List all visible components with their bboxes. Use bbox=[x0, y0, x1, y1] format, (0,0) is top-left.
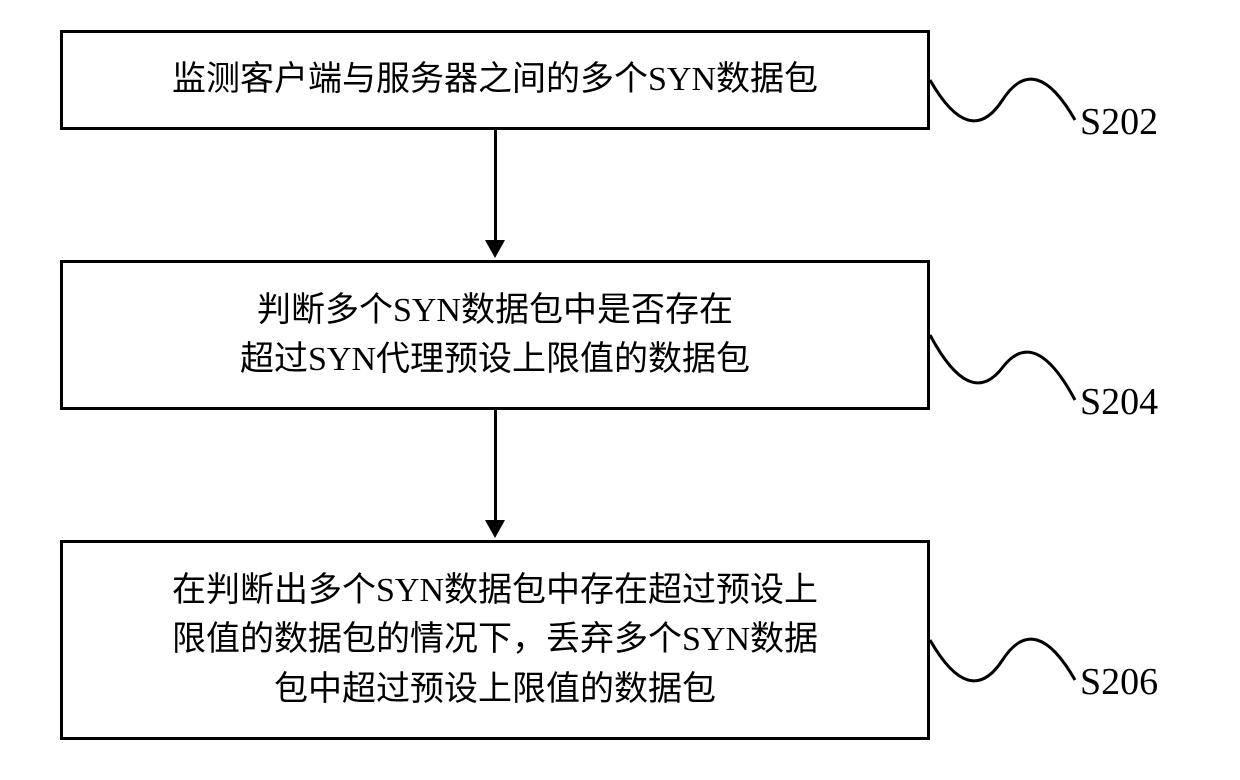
flow-box-step-1: 监测客户端与服务器之间的多个SYN数据包 bbox=[60, 30, 930, 130]
connector-3 bbox=[900, 540, 1105, 780]
flow-box-text: 在判断出多个SYN数据包中存在超过预设上限值的数据包的情况下，丢弃多个SYN数据… bbox=[172, 566, 818, 714]
flow-box-step-3: 在判断出多个SYN数据包中存在超过预设上限值的数据包的情况下，丢弃多个SYN数据… bbox=[60, 540, 930, 740]
connector-1 bbox=[900, 0, 1105, 220]
flow-box-text: 监测客户端与服务器之间的多个SYN数据包 bbox=[172, 55, 818, 104]
flow-box-text: 判断多个SYN数据包中是否存在超过SYN代理预设上限值的数据包 bbox=[240, 286, 750, 385]
connector-2 bbox=[900, 230, 1105, 505]
arrow-2-head bbox=[485, 520, 505, 538]
flow-box-step-2: 判断多个SYN数据包中是否存在超过SYN代理预设上限值的数据包 bbox=[60, 260, 930, 410]
arrow-2-line bbox=[494, 410, 497, 520]
arrow-1-head bbox=[485, 240, 505, 258]
arrow-1-line bbox=[494, 130, 497, 240]
